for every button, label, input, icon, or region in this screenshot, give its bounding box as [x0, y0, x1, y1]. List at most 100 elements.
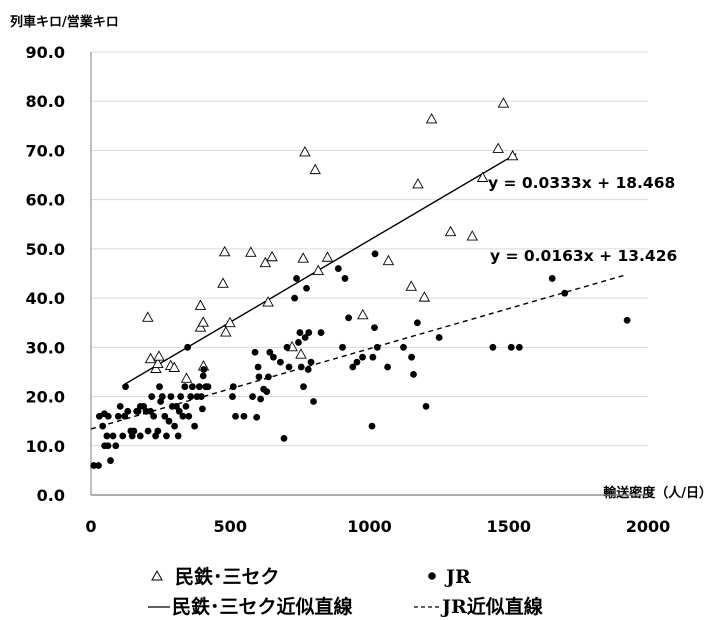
- data-point-jr: [291, 294, 298, 302]
- legend-item-jr: JR: [428, 566, 471, 588]
- data-point-jr: [339, 343, 346, 351]
- data-point-jr: [303, 284, 310, 292]
- data-point-minetsu: [312, 264, 325, 275]
- data-point-minetsu: [321, 251, 334, 262]
- data-point-jr: [254, 363, 262, 371]
- data-point-jr: [199, 405, 206, 413]
- data-point-jr: [156, 383, 163, 391]
- data-point-jr: [154, 427, 162, 435]
- data-point-minetsu: [220, 326, 232, 337]
- data-point-jr: [114, 412, 122, 420]
- data-point-jr: [280, 434, 288, 442]
- data-point-jr: [371, 250, 379, 258]
- data-point-jr: [296, 329, 304, 336]
- data-point-jr: [177, 393, 185, 400]
- data-point-minetsu: [492, 142, 504, 153]
- y-tick-label: 90.0: [26, 43, 65, 62]
- data-point-jr: [191, 422, 199, 430]
- data-point-jr: [293, 275, 300, 282]
- data-point-jr: [167, 393, 175, 400]
- data-point-jr: [200, 366, 208, 373]
- data-point-minetsu: [295, 348, 307, 359]
- data-point-jr: [400, 343, 407, 351]
- data-point-jr: [175, 407, 183, 415]
- data-point-jr: [103, 432, 111, 440]
- data-point-minetsu: [444, 225, 457, 237]
- data-point-jr: [307, 358, 315, 366]
- data-point-minetsu: [476, 171, 489, 182]
- data-point-minetsu: [425, 113, 438, 124]
- x-axis-title: 輸送密度（人/日）: [603, 485, 712, 501]
- data-point-jr: [623, 316, 631, 324]
- legend-label-minetsu: 民鉄･三セク: [175, 565, 280, 588]
- data-point-jr: [515, 343, 523, 351]
- data-point-jr: [283, 343, 291, 351]
- y-axis-title: 列車キロ/営業キロ: [10, 14, 119, 30]
- data-point-jr: [422, 403, 430, 410]
- data-point-jr: [229, 383, 237, 391]
- data-point-jr: [104, 442, 112, 450]
- x-tick-label: 1000: [347, 517, 392, 536]
- data-point-minetsu: [412, 177, 424, 189]
- data-point-jr: [179, 412, 187, 420]
- x-tick-label: 500: [214, 517, 247, 536]
- y-tick-label: 0.0: [37, 486, 65, 505]
- data-point-minetsu: [180, 372, 193, 383]
- data-point-jr: [144, 427, 152, 435]
- data-point-jr: [184, 343, 192, 351]
- data-point-jr: [295, 339, 302, 346]
- data-point-minetsu: [245, 246, 257, 257]
- data-point-jr: [410, 371, 417, 378]
- data-point-minetsu: [262, 296, 274, 307]
- data-point-jr: [341, 275, 349, 282]
- data-point-jr: [345, 314, 353, 322]
- data-point-jr: [199, 372, 207, 380]
- data-point-jr: [95, 462, 102, 469]
- data-point-jr: [265, 373, 272, 381]
- data-point-jr: [253, 413, 261, 421]
- data-point-jr: [232, 412, 239, 420]
- legend-item-minetsu-trend: 民鉄･三セク近似直線: [148, 595, 353, 618]
- trendline-jr: [90, 273, 628, 430]
- legend-triangle-marker: [151, 569, 163, 581]
- data-point-jr: [349, 363, 357, 371]
- data-point-jr: [116, 403, 124, 410]
- y-tick-label: 40.0: [26, 289, 65, 308]
- legend-circle-marker: [428, 572, 436, 580]
- data-point-jr: [124, 407, 132, 415]
- data-point-minetsu: [144, 352, 157, 364]
- data-point-jr: [548, 275, 556, 282]
- data-point-jr: [188, 383, 196, 391]
- data-point-jr: [107, 457, 114, 464]
- y-tick-label: 60.0: [26, 191, 65, 210]
- data-point-jr: [197, 393, 205, 400]
- data-point-jr: [507, 343, 515, 351]
- data-point-jr: [121, 412, 129, 420]
- data-point-jr: [371, 324, 378, 332]
- data-point-minetsu: [168, 361, 181, 372]
- data-point-minetsu: [152, 357, 164, 369]
- data-point-jr: [147, 407, 154, 415]
- axes: [90, 52, 648, 496]
- data-point-minetsu: [309, 163, 321, 175]
- data-point-jr: [353, 358, 361, 366]
- data-point-jr: [561, 289, 569, 297]
- data-point-jr: [119, 432, 127, 440]
- data-point-jr: [165, 417, 173, 425]
- x-tick-label: 1500: [486, 517, 531, 536]
- data-point-jr: [112, 442, 120, 450]
- x-tick-labels: 0 500 1000 1500 2000: [85, 517, 670, 536]
- data-point-minetsu: [297, 252, 309, 263]
- data-point-jr: [369, 353, 377, 361]
- legend-label-minetsu-trend: 民鉄･三セク近似直線: [172, 595, 353, 618]
- legend-label-jr-trend: JR近似直線: [440, 595, 543, 618]
- data-point-minetsu: [382, 254, 395, 266]
- data-point-minetsu: [418, 291, 431, 302]
- data-point-jr: [182, 403, 190, 410]
- y-tick-label: 20.0: [26, 388, 65, 407]
- data-point-minetsu: [224, 316, 236, 328]
- data-point-minetsu: [194, 299, 207, 310]
- data-point-minetsu: [218, 245, 231, 257]
- data-point-minetsu: [259, 256, 272, 268]
